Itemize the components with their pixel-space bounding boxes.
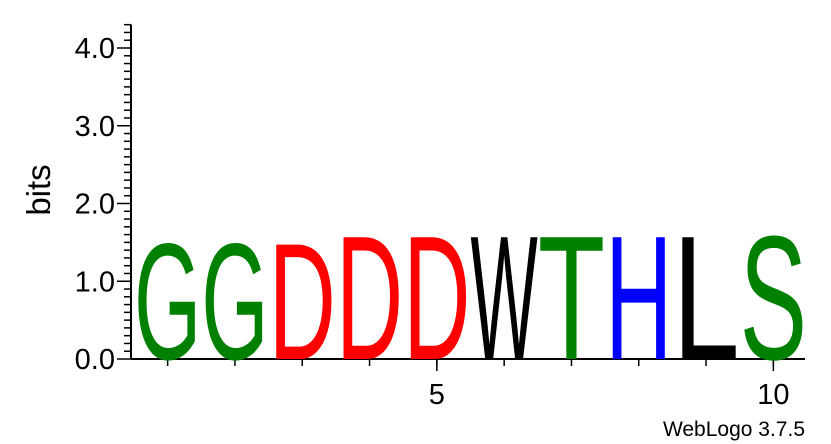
glyph-D: D	[336, 199, 403, 397]
glyph-T: T	[538, 201, 605, 398]
glyph-stack-8: H	[605, 199, 672, 397]
glyph-stack-4: D	[336, 199, 403, 397]
glyph-stack-2: G	[201, 210, 268, 396]
glyph-stack-5: D	[403, 199, 470, 397]
x-tick-label: 10	[757, 379, 789, 411]
glyph-stack-1: G	[134, 210, 201, 396]
glyph-D: D	[269, 209, 336, 395]
credit-label: WebLogo 3.7.5	[663, 418, 805, 441]
y-axis-title: bits	[20, 164, 57, 215]
y-tick-label: 1.0	[75, 266, 115, 298]
glyph-stack-7: T	[538, 201, 605, 398]
x-tick-label: 5	[429, 379, 445, 411]
glyph-G: G	[134, 210, 201, 396]
glyph-H: H	[605, 199, 672, 397]
glyph-G: G	[201, 210, 268, 396]
glyph-L: L	[672, 200, 739, 397]
y-tick-label: 3.0	[75, 111, 115, 143]
glyph-stack-10: S	[740, 199, 807, 397]
glyph-stack-6: W	[471, 199, 538, 397]
x-axis: 5 10	[131, 358, 805, 411]
glyph-W: W	[471, 199, 538, 397]
glyph-stack-9: L	[672, 200, 739, 397]
y-tick-label: 2.0	[75, 189, 115, 221]
y-axis: 0.0 1.0 2.0 3.0 4.0	[75, 23, 132, 376]
glyph-D: D	[403, 199, 470, 397]
glyph-S: S	[740, 199, 807, 397]
glyph-stack-3: D	[269, 209, 336, 395]
y-tick-label: 0.0	[75, 344, 115, 376]
y-tick-label: 4.0	[75, 33, 115, 65]
